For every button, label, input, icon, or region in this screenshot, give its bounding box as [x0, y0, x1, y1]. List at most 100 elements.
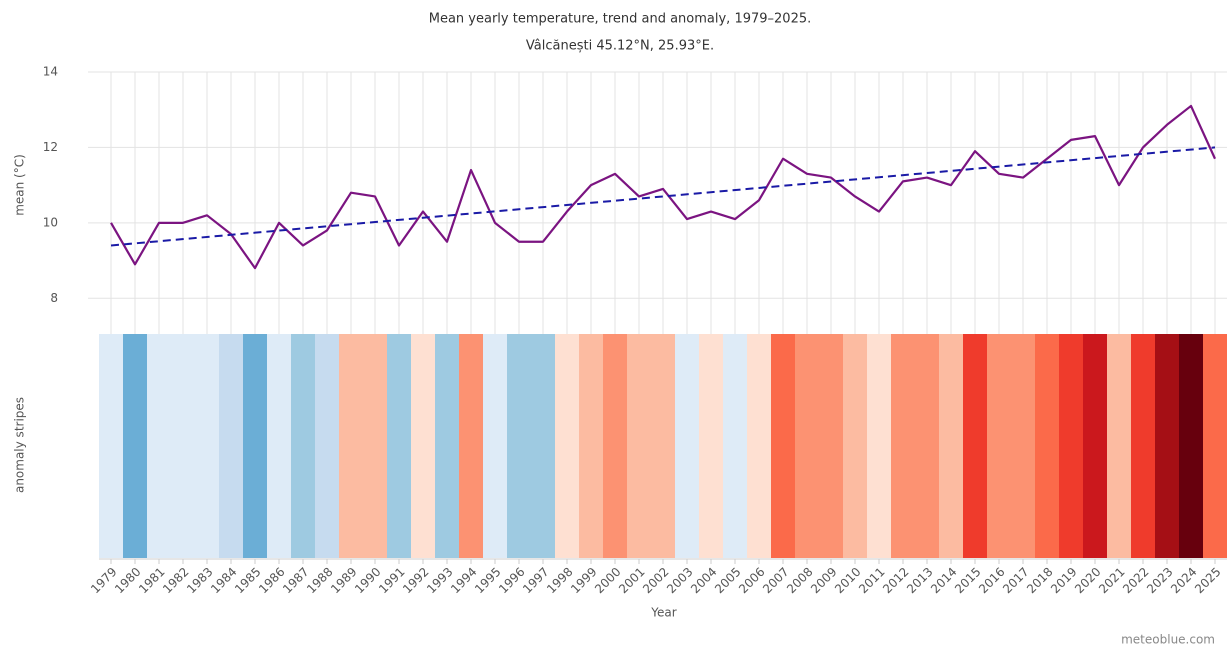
anomaly-stripe	[411, 334, 436, 558]
anomaly-stripe	[579, 334, 604, 558]
anomaly-stripe	[1011, 334, 1036, 558]
anomaly-stripe	[819, 334, 844, 558]
anomaly-stripe	[891, 334, 916, 558]
anomaly-stripe	[1059, 334, 1084, 558]
anomaly-stripe	[1179, 334, 1204, 558]
x-axis-label: Year	[650, 606, 676, 620]
anomaly-stripe	[339, 334, 364, 558]
anomaly-stripe	[795, 334, 820, 558]
anomaly-stripe	[123, 334, 148, 558]
x-tick-label: 1981	[136, 565, 167, 596]
anomaly-stripe	[1107, 334, 1132, 558]
anomaly-stripe	[435, 334, 460, 558]
anomaly-stripe	[291, 334, 316, 558]
x-tick-label: 1983	[184, 565, 215, 596]
x-tick-label: 2017	[1000, 565, 1031, 596]
x-tick-label: 2021	[1096, 565, 1127, 596]
x-tick-label: 1980	[112, 565, 143, 596]
anomaly-stripe	[1203, 334, 1227, 558]
anomaly-stripe	[459, 334, 484, 558]
anomaly-stripe	[171, 334, 196, 558]
x-tick-label: 1991	[376, 565, 407, 596]
x-tick-label: 1998	[544, 565, 575, 596]
y-tick-label: 14	[43, 65, 58, 79]
anomaly-stripe	[915, 334, 940, 558]
x-tick-label: 2019	[1048, 565, 1079, 596]
y-axis-label: mean (°C)	[13, 154, 27, 216]
x-tick-label: 2013	[904, 565, 935, 596]
x-tick-label: 1986	[256, 565, 287, 596]
x-tick-label: 1988	[304, 565, 335, 596]
x-tick-label: 2000	[592, 565, 623, 596]
x-tick-label: 2007	[760, 565, 791, 596]
anomaly-stripe	[315, 334, 340, 558]
anomaly-stripe	[675, 334, 700, 558]
x-tick-label: 2020	[1072, 565, 1103, 596]
x-tick-label: 1990	[352, 565, 383, 596]
anomaly-stripe	[363, 334, 388, 558]
anomaly-stripe	[195, 334, 220, 558]
anomaly-stripe	[747, 334, 772, 558]
anomaly-stripe	[1083, 334, 1108, 558]
x-tick-label: 1989	[328, 565, 359, 596]
y-tick-label: 10	[43, 215, 58, 229]
y-tick-label: 12	[43, 140, 58, 154]
credit: meteoblue.com	[1121, 633, 1215, 646]
x-tick-label: 1996	[496, 565, 527, 596]
x-tick-label: 2008	[784, 565, 815, 596]
x-tick-label: 2010	[832, 565, 863, 596]
anomaly-stripe	[531, 334, 556, 558]
x-tick-label: 2024	[1168, 565, 1199, 596]
x-tick-label: 1987	[280, 565, 311, 596]
anomaly-stripe	[555, 334, 580, 558]
x-tick-label: 1984	[208, 565, 239, 596]
x-tick-label: 2023	[1144, 565, 1175, 596]
x-tick-label: 2006	[736, 565, 767, 596]
anomaly-stripe	[1155, 334, 1180, 558]
anomaly-stripe	[867, 334, 892, 558]
anomaly-stripe	[939, 334, 964, 558]
anomaly-stripe	[963, 334, 988, 558]
anomaly-stripe	[387, 334, 412, 558]
x-tick-label: 1992	[400, 565, 431, 596]
x-tick-label: 2001	[616, 565, 647, 596]
temperature-line	[110, 104, 1217, 270]
trend-line	[110, 146, 1216, 247]
x-tick-label: 2018	[1024, 565, 1055, 596]
anomaly-stripe	[771, 334, 796, 558]
x-tick-label: 2014	[928, 565, 959, 596]
x-tick-label: 1985	[232, 565, 263, 596]
x-tick-label: 2016	[976, 565, 1007, 596]
chart-title: Mean yearly temperature, trend and anoma…	[429, 12, 812, 27]
anomaly-stripe	[1131, 334, 1156, 558]
x-tick-label: 1994	[448, 565, 479, 596]
x-tick-label: 1982	[160, 565, 191, 596]
anomaly-stripe	[723, 334, 748, 558]
x-tick-label: 1979	[88, 565, 119, 596]
anomaly-stripe	[843, 334, 868, 558]
anomaly-stripe	[267, 334, 292, 558]
x-tick-label: 1995	[472, 565, 503, 596]
anomaly-stripe	[99, 334, 124, 558]
x-tick-label: 2011	[856, 565, 887, 596]
anomaly-stripe	[627, 334, 652, 558]
x-tick-label: 2015	[952, 565, 983, 596]
stripes-label: anomaly stripes	[13, 397, 27, 493]
x-tick-label: 2002	[640, 565, 671, 596]
y-tick-label: 8	[50, 291, 58, 305]
anomaly-stripe	[603, 334, 628, 558]
anomaly-stripe	[699, 334, 724, 558]
anomaly-stripe	[219, 334, 244, 558]
x-tick-label: 2025	[1192, 565, 1223, 596]
anomaly-stripe	[243, 334, 268, 558]
x-tick-label: 1993	[424, 565, 455, 596]
anomaly-stripe	[651, 334, 676, 558]
chart-subtitle: Vâlcănești 45.12°N, 25.93°E.	[526, 39, 714, 54]
anomaly-stripe	[147, 334, 172, 558]
anomaly-stripe	[1035, 334, 1060, 558]
anomaly-stripe	[987, 334, 1012, 558]
x-tick-label: 1999	[568, 565, 599, 596]
x-tick-label: 2012	[880, 565, 911, 596]
x-tick-label: 2005	[712, 565, 743, 596]
